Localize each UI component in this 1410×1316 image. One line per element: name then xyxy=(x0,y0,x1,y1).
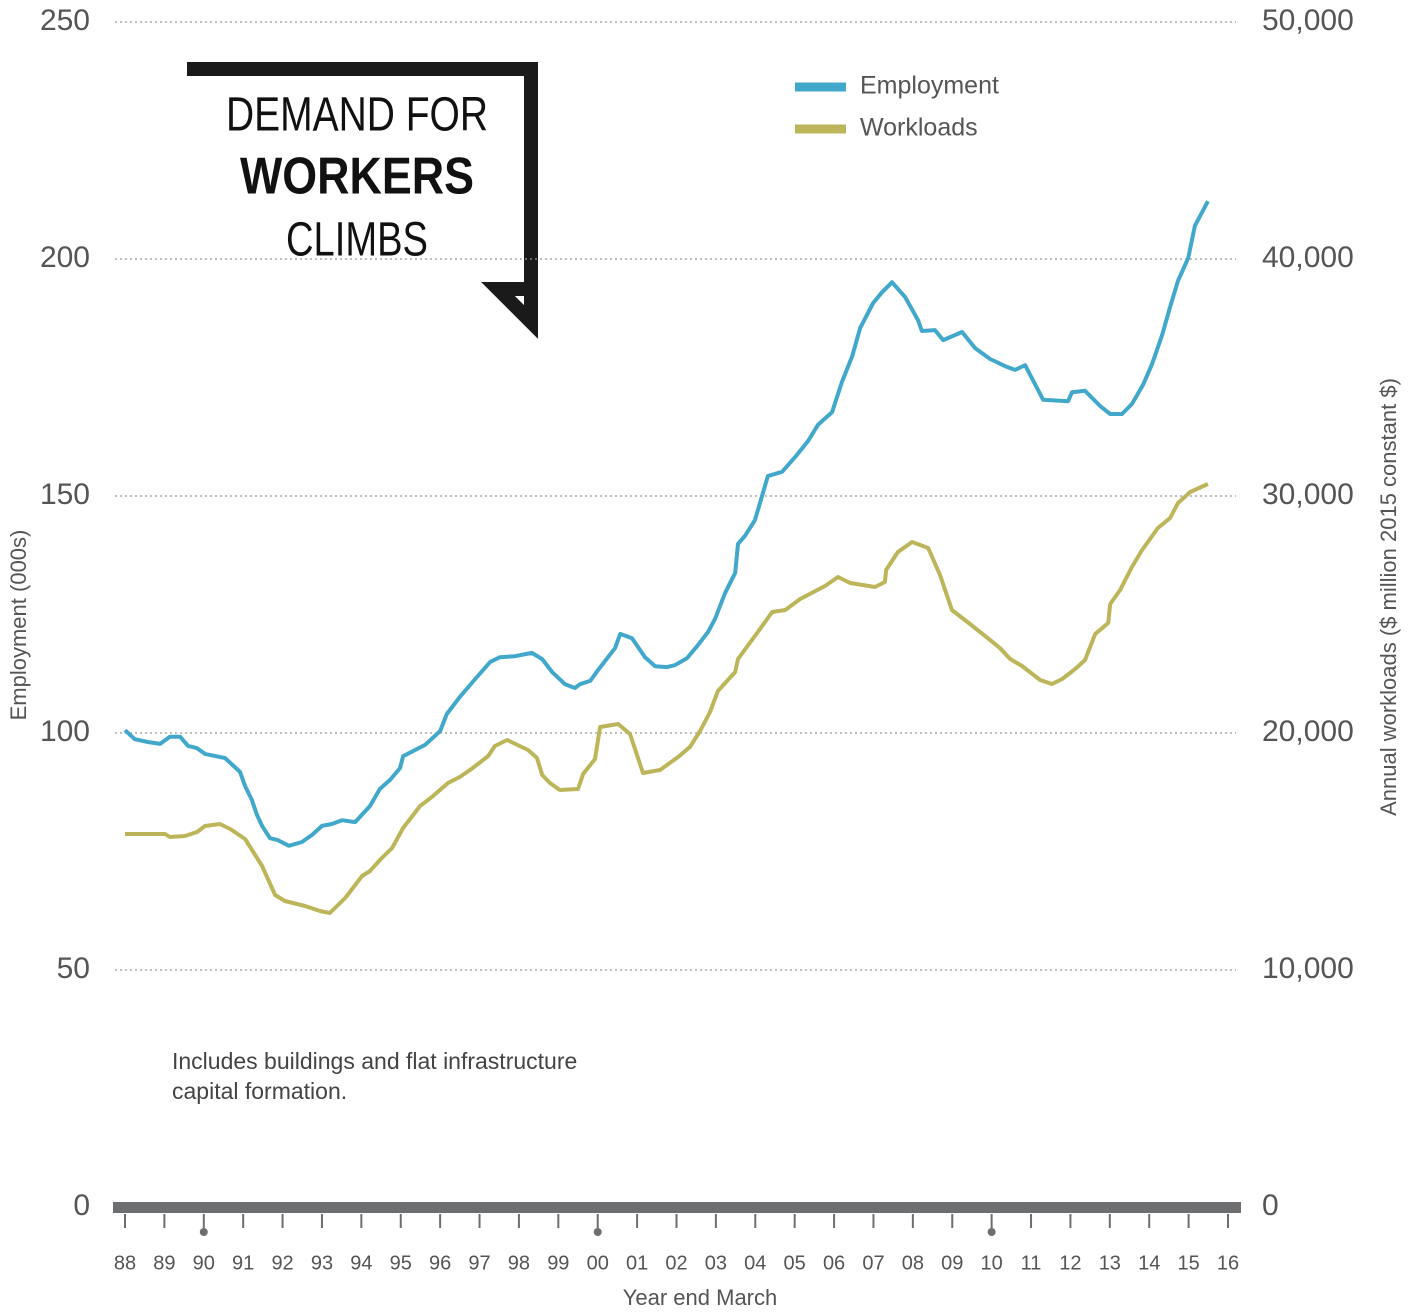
y2-tick-label: 40,000 xyxy=(1262,241,1354,274)
series-line xyxy=(125,482,1209,915)
x-tick-label: 90 xyxy=(193,1252,215,1274)
x-tick-label: 99 xyxy=(547,1252,569,1274)
x-tick-label: 01 xyxy=(626,1252,648,1274)
x-tick-label: 14 xyxy=(1138,1252,1160,1274)
x-tick-label: 16 xyxy=(1217,1252,1239,1274)
x-tick-label: 91 xyxy=(232,1252,254,1274)
x-tick-label: 93 xyxy=(311,1252,333,1274)
y2-tick-label: 30,000 xyxy=(1262,478,1354,511)
y2-tick-label: 0 xyxy=(1262,1189,1279,1222)
x-tick-dot xyxy=(199,1228,208,1236)
title-line: DEMAND FOR xyxy=(226,89,488,142)
callout-frame xyxy=(187,62,538,339)
x-tick-label: 98 xyxy=(508,1252,530,1274)
x-tick-label: 04 xyxy=(744,1252,766,1274)
x-axis-label: Year end March xyxy=(623,1285,778,1310)
series-line xyxy=(123,200,1210,848)
y-tick-label: 150 xyxy=(40,478,90,511)
x-tick-label: 88 xyxy=(114,1252,136,1274)
x-tick-label: 06 xyxy=(823,1252,845,1274)
x-tick-label: 09 xyxy=(941,1252,963,1274)
x-tick-label: 00 xyxy=(587,1252,609,1274)
y2-tick-label: 10,000 xyxy=(1262,952,1354,985)
x-tick-dot xyxy=(593,1228,602,1236)
y-tick-label: 200 xyxy=(40,241,90,274)
x-tick-dot xyxy=(987,1228,996,1236)
y-tick-label: 0 xyxy=(73,1189,90,1222)
x-tick-label: 96 xyxy=(429,1252,451,1274)
x-tick-label: 15 xyxy=(1177,1252,1199,1274)
x-tick-label: 02 xyxy=(665,1252,687,1274)
y2-axis-label: Annual workloads ($ million 2015 constan… xyxy=(1376,378,1401,816)
title-line: WORKERS xyxy=(240,148,474,206)
x-tick-label: 08 xyxy=(902,1252,924,1274)
annotation: capital formation. xyxy=(172,1078,347,1104)
y-tick-label: 100 xyxy=(40,715,90,748)
y2-tick-label: 50,000 xyxy=(1262,4,1354,37)
x-tick-label: 13 xyxy=(1099,1252,1121,1274)
x-tick-label: 95 xyxy=(390,1252,412,1274)
x-tick-label: 05 xyxy=(784,1252,806,1274)
x-tick-label: 89 xyxy=(153,1252,175,1274)
x-tick-label: 11 xyxy=(1021,1252,1042,1274)
x-tick-label: 03 xyxy=(705,1252,727,1274)
x-tick-label: 07 xyxy=(862,1252,884,1274)
x-tick-label: 92 xyxy=(271,1252,293,1274)
x-tick-label: 10 xyxy=(981,1252,1003,1274)
y-axis-label: Employment (000s) xyxy=(6,530,31,721)
x-tick-label: 97 xyxy=(468,1252,490,1274)
y-tick-label: 50 xyxy=(57,952,90,985)
x-axis-bar xyxy=(113,1202,1241,1213)
y-tick-label: 250 xyxy=(40,4,90,37)
annotation: Includes buildings and flat infrastructu… xyxy=(172,1048,577,1074)
title-callout: DEMAND FOR WORKERS CLIMBS xyxy=(187,62,538,339)
x-tick-label: 94 xyxy=(350,1252,372,1274)
title-line: CLIMBS xyxy=(286,214,428,267)
legend-label: Employment xyxy=(860,72,999,100)
y2-tick-label: 20,000 xyxy=(1262,715,1354,748)
x-tick-label: 12 xyxy=(1059,1252,1081,1274)
legend-label: Workloads xyxy=(860,114,978,142)
